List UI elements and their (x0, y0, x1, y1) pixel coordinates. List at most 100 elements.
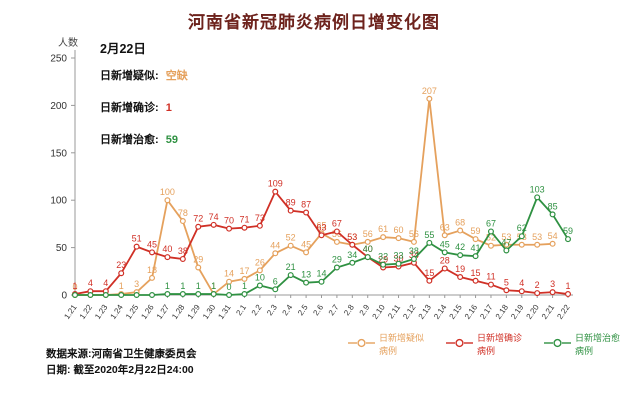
data-point (118, 292, 125, 299)
svg-text:38: 38 (178, 246, 188, 256)
data-point (164, 197, 171, 204)
svg-text:52: 52 (486, 233, 496, 243)
data-point (210, 221, 217, 228)
svg-text:2.6: 2.6 (311, 303, 325, 318)
data-point (287, 272, 294, 279)
svg-text:63: 63 (316, 222, 326, 232)
svg-text:6: 6 (273, 276, 278, 286)
data-point (241, 291, 248, 298)
svg-text:53: 53 (347, 232, 357, 242)
legend: 日新增疑似病例 日新增确诊病例 日新增治愈病例 (348, 331, 628, 357)
svg-text:2.1: 2.1 (234, 303, 248, 318)
svg-text:53: 53 (532, 232, 542, 242)
svg-text:28: 28 (440, 255, 450, 265)
svg-text:67: 67 (486, 218, 496, 228)
svg-text:2.19: 2.19 (509, 303, 526, 321)
data-point (333, 264, 340, 271)
data-point (226, 225, 233, 232)
info-label-confirmed: 日新增确诊: (100, 102, 159, 114)
svg-text:2.16: 2.16 (463, 303, 480, 321)
svg-text:1.25: 1.25 (124, 303, 141, 321)
svg-text:1.27: 1.27 (155, 303, 172, 321)
svg-text:56: 56 (363, 229, 373, 239)
svg-text:67: 67 (332, 218, 342, 228)
svg-text:4: 4 (519, 278, 524, 288)
data-point (487, 228, 494, 235)
svg-text:200: 200 (50, 101, 67, 112)
svg-text:2: 2 (535, 280, 540, 290)
svg-text:41: 41 (471, 243, 481, 253)
data-point (487, 281, 494, 288)
data-point (364, 238, 371, 245)
svg-text:52: 52 (286, 233, 296, 243)
data-point (410, 255, 417, 262)
svg-text:42: 42 (455, 242, 465, 252)
svg-text:0: 0 (227, 282, 232, 292)
svg-text:2.20: 2.20 (525, 303, 542, 321)
svg-text:2.4: 2.4 (281, 303, 295, 318)
data-point (133, 292, 140, 299)
data-point (195, 264, 202, 271)
svg-text:26: 26 (255, 257, 265, 267)
svg-text:72: 72 (193, 214, 203, 224)
data-point (380, 234, 387, 241)
data-point (303, 249, 310, 256)
svg-text:68: 68 (455, 218, 465, 228)
svg-text:60: 60 (394, 225, 404, 235)
svg-text:32: 32 (378, 252, 388, 262)
info-row-suspected: 日新增疑似: 空缺 (100, 67, 188, 83)
data-point (149, 292, 156, 299)
data-point (534, 194, 541, 201)
svg-text:0: 0 (72, 282, 77, 292)
data-point (364, 254, 371, 261)
svg-text:1.23: 1.23 (93, 303, 110, 321)
data-point (333, 238, 340, 245)
svg-text:73: 73 (255, 213, 265, 223)
svg-text:74: 74 (209, 212, 219, 222)
series-labels-日新增疑似病例: 0131810078291141726445245655653566160562… (72, 86, 557, 292)
data-point (395, 260, 402, 267)
svg-text:100: 100 (160, 187, 175, 197)
svg-text:45: 45 (301, 239, 311, 249)
data-point (164, 291, 171, 298)
svg-text:1: 1 (565, 281, 570, 291)
info-label-cured: 日新增治愈: (100, 134, 159, 146)
svg-text:1.31: 1.31 (216, 303, 233, 321)
data-point (195, 291, 202, 298)
data-point (564, 291, 571, 298)
data-point (503, 241, 510, 248)
svg-text:59: 59 (563, 226, 573, 236)
svg-text:150: 150 (50, 148, 67, 159)
data-point (534, 241, 541, 248)
svg-text:10: 10 (255, 273, 265, 283)
svg-text:53: 53 (347, 232, 357, 242)
svg-text:100: 100 (50, 196, 67, 207)
data-point (549, 211, 556, 218)
footer: 数据来源:河南省卫生健康委员会 日期: 截至2020年2月22日24:00 (46, 346, 197, 378)
svg-text:103: 103 (530, 184, 545, 194)
svg-text:4: 4 (103, 278, 108, 288)
svg-text:40: 40 (363, 244, 373, 254)
svg-text:1.30: 1.30 (201, 303, 218, 321)
legend-item-suspected: 日新增疑似病例 (348, 331, 432, 357)
data-point (518, 241, 525, 248)
data-point (287, 242, 294, 249)
svg-text:2.10: 2.10 (370, 303, 387, 321)
svg-text:3: 3 (550, 279, 555, 289)
svg-text:59: 59 (471, 226, 481, 236)
data-point (210, 291, 217, 298)
svg-text:2.3: 2.3 (265, 303, 279, 318)
svg-text:15: 15 (424, 268, 434, 278)
data-point (441, 249, 448, 256)
svg-text:17: 17 (239, 266, 249, 276)
data-point (133, 243, 140, 250)
data-point (441, 232, 448, 239)
series-日新增治愈病例 (71, 194, 571, 299)
data-point (256, 282, 263, 289)
data-point (457, 252, 464, 259)
data-point (333, 228, 340, 235)
svg-text:2.2: 2.2 (250, 303, 264, 318)
series-日新增确诊病例 (71, 188, 571, 298)
